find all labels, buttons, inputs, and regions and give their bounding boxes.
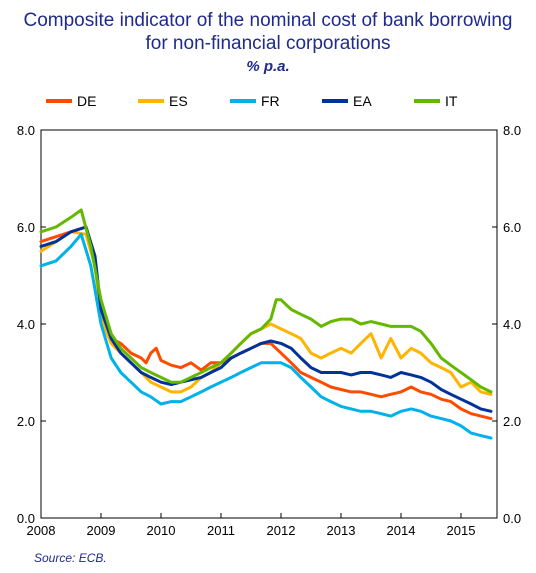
y-tick-label-left: 8.0 bbox=[17, 123, 35, 138]
chart-title-line-1: Composite indicator of the nominal cost … bbox=[23, 10, 513, 31]
y-tick-label-left: 4.0 bbox=[17, 317, 35, 332]
series-line-fr bbox=[39, 232, 493, 440]
legend-label-fr: FR bbox=[261, 93, 280, 109]
y-tick-label-right: 2.0 bbox=[503, 414, 521, 429]
series-layer bbox=[39, 208, 493, 440]
legend-label-ea: EA bbox=[353, 93, 372, 109]
chart-subtitle: % p.a. bbox=[246, 58, 290, 75]
chart-title-line-2: for non-financial corporations bbox=[145, 33, 391, 54]
y-tick-label-left: 0.0 bbox=[17, 511, 35, 526]
x-tick-label: 2008 bbox=[27, 523, 56, 538]
series-line-it bbox=[39, 208, 493, 394]
x-tick-label: 2011 bbox=[207, 523, 235, 538]
legend-label-es: ES bbox=[169, 93, 188, 109]
y-tick-label-left: 6.0 bbox=[17, 220, 35, 235]
x-tick-label: 2013 bbox=[327, 523, 356, 538]
source-note: Source: ECB. bbox=[34, 551, 107, 565]
series-line-ea bbox=[39, 225, 493, 413]
legend-label-de: DE bbox=[77, 93, 96, 109]
y-tick-label-left: 2.0 bbox=[17, 414, 35, 429]
x-tick-label: 2012 bbox=[267, 523, 296, 538]
x-tick-label: 2009 bbox=[87, 523, 116, 538]
chart-legend: DE ES FR EA IT bbox=[46, 93, 458, 109]
y-tick-label-right: 6.0 bbox=[503, 220, 521, 235]
chart-axes: 0.0 0.0 2.0 2.0 4.0 4.0 6.0 6.0 8.0 8.0 2008 2009 20… bbox=[17, 123, 521, 538]
y-tick-label-right: 4.0 bbox=[503, 317, 521, 332]
x-tick-label: 2014 bbox=[387, 523, 416, 538]
y-tick-label-right: 0.0 bbox=[503, 511, 521, 526]
y-tick-label-right: 8.0 bbox=[503, 123, 521, 138]
legend-label-it: IT bbox=[445, 93, 458, 109]
series-line-es bbox=[39, 230, 493, 396]
x-tick-label: 2015 bbox=[447, 523, 476, 538]
x-tick-label: 2010 bbox=[147, 523, 176, 538]
